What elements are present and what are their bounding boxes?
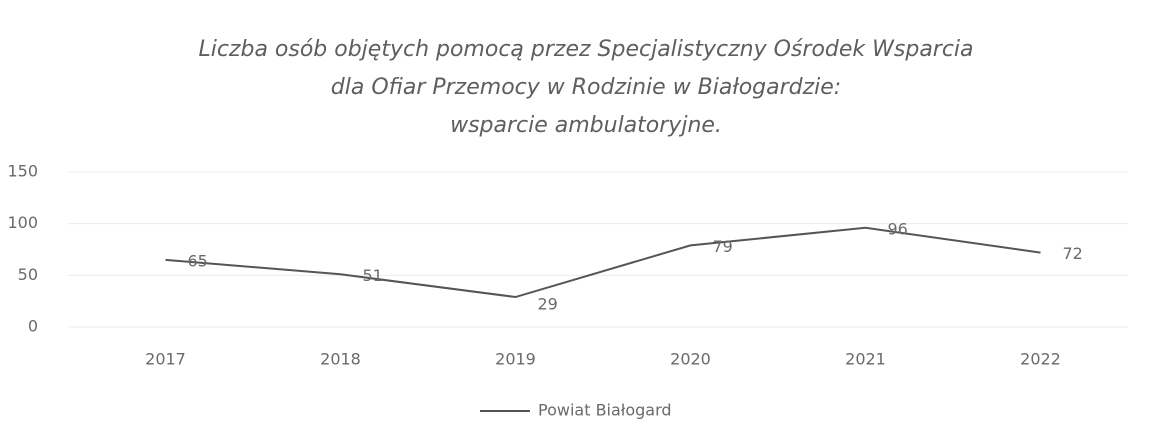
- x-tick-label: 2017: [145, 350, 186, 369]
- x-tick-label: 2021: [845, 350, 886, 369]
- x-tick-label: 2019: [495, 350, 536, 369]
- data-label: 65: [188, 251, 208, 270]
- data-label: 29: [538, 295, 558, 314]
- data-label: 51: [363, 266, 383, 285]
- chart-title: Liczba osób objętych pomocą przez Specja…: [198, 37, 973, 62]
- y-tick-label: 50: [18, 265, 38, 284]
- data-label: 79: [713, 237, 733, 256]
- legend-label: Powiat Białogard: [538, 401, 672, 420]
- chart-title: dla Ofiar Przemocy w Rodzinie w Białogar…: [331, 75, 841, 100]
- y-tick-label: 150: [7, 162, 38, 181]
- chart-title: wsparcie ambulatoryjne.: [450, 113, 722, 138]
- x-tick-label: 2018: [320, 350, 361, 369]
- y-tick-label: 0: [28, 317, 38, 336]
- x-tick-label: 2020: [670, 350, 711, 369]
- data-label: 72: [1063, 244, 1083, 263]
- y-tick-label: 100: [7, 213, 38, 232]
- x-tick-label: 2022: [1020, 350, 1061, 369]
- data-label: 96: [888, 219, 908, 238]
- series-line: [165, 226, 1041, 299]
